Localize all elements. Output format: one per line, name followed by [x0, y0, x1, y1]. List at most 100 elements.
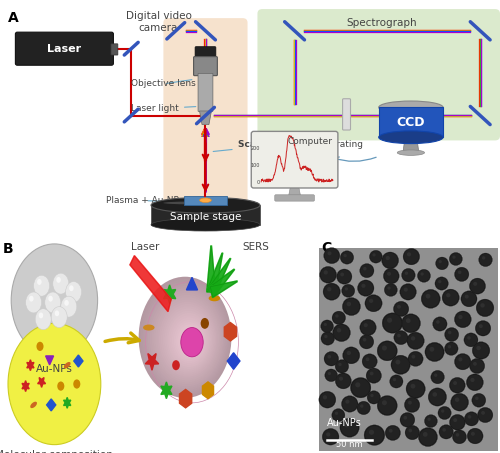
Circle shape [35, 309, 51, 330]
Circle shape [340, 273, 344, 276]
Text: CCD: CCD [396, 116, 425, 129]
Circle shape [366, 368, 382, 383]
Circle shape [360, 265, 373, 277]
Circle shape [162, 306, 214, 373]
Text: Computer: Computer [288, 137, 333, 146]
Circle shape [462, 292, 476, 306]
Circle shape [181, 328, 200, 354]
Circle shape [344, 299, 359, 314]
Circle shape [29, 296, 34, 302]
Circle shape [464, 294, 468, 299]
Circle shape [384, 268, 399, 284]
Circle shape [36, 342, 44, 351]
Circle shape [401, 413, 414, 426]
FancyBboxPatch shape [275, 195, 314, 201]
Circle shape [450, 414, 466, 430]
Circle shape [438, 406, 451, 419]
Circle shape [384, 284, 398, 296]
Circle shape [404, 249, 418, 264]
Circle shape [397, 305, 401, 308]
Text: Digital video
camera: Digital video camera [126, 11, 192, 33]
Text: 100: 100 [250, 163, 260, 168]
Circle shape [386, 426, 400, 439]
FancyBboxPatch shape [342, 99, 350, 130]
Circle shape [184, 333, 198, 350]
Polygon shape [378, 107, 443, 137]
Circle shape [402, 314, 420, 333]
Circle shape [74, 379, 80, 389]
Circle shape [450, 253, 462, 265]
Circle shape [45, 292, 61, 313]
Polygon shape [207, 253, 222, 294]
Circle shape [470, 358, 485, 374]
Circle shape [324, 248, 340, 264]
Circle shape [344, 254, 347, 257]
Circle shape [172, 318, 207, 363]
Text: Molecular composition
in plasma: Molecular composition in plasma [0, 450, 114, 453]
Text: C: C [321, 241, 332, 255]
Circle shape [441, 410, 444, 413]
Circle shape [58, 381, 64, 391]
Polygon shape [206, 246, 216, 292]
Polygon shape [74, 355, 83, 367]
Circle shape [341, 251, 353, 263]
Circle shape [468, 415, 471, 419]
Circle shape [473, 282, 477, 286]
Polygon shape [224, 323, 236, 341]
Polygon shape [210, 281, 237, 298]
Circle shape [408, 351, 423, 366]
Circle shape [418, 270, 430, 282]
Circle shape [335, 360, 348, 373]
Circle shape [465, 413, 478, 425]
Circle shape [324, 335, 328, 338]
Circle shape [333, 312, 345, 324]
Ellipse shape [30, 402, 37, 408]
Polygon shape [202, 382, 213, 399]
Circle shape [370, 250, 382, 263]
Circle shape [420, 272, 424, 275]
Circle shape [154, 295, 220, 383]
Circle shape [461, 291, 477, 307]
FancyBboxPatch shape [16, 32, 114, 65]
Circle shape [448, 331, 452, 334]
Circle shape [157, 299, 218, 379]
Circle shape [334, 325, 349, 341]
Circle shape [387, 272, 391, 276]
Circle shape [342, 347, 360, 364]
Circle shape [166, 311, 211, 369]
Circle shape [454, 353, 471, 370]
Circle shape [172, 360, 180, 370]
Ellipse shape [398, 150, 424, 155]
Ellipse shape [200, 198, 211, 202]
Circle shape [336, 269, 352, 284]
Circle shape [404, 397, 420, 413]
Circle shape [478, 408, 492, 422]
Circle shape [366, 426, 384, 444]
Text: 50 nm: 50 nm [336, 440, 363, 448]
Circle shape [367, 369, 380, 382]
Circle shape [473, 362, 477, 366]
Polygon shape [208, 258, 231, 295]
Circle shape [428, 388, 446, 406]
Circle shape [470, 359, 484, 373]
Circle shape [436, 278, 448, 289]
Circle shape [336, 328, 341, 333]
Circle shape [392, 357, 409, 373]
Circle shape [342, 298, 360, 316]
Circle shape [446, 293, 450, 297]
Circle shape [412, 355, 416, 359]
Circle shape [144, 284, 228, 392]
Circle shape [406, 426, 418, 439]
Circle shape [332, 324, 350, 342]
Circle shape [363, 267, 366, 270]
Circle shape [200, 318, 209, 329]
Circle shape [425, 342, 444, 361]
Circle shape [320, 266, 336, 283]
Circle shape [138, 277, 232, 398]
Circle shape [432, 392, 437, 397]
Circle shape [142, 281, 228, 394]
Circle shape [406, 398, 419, 412]
Circle shape [181, 328, 203, 357]
Circle shape [344, 348, 359, 363]
Circle shape [342, 285, 354, 297]
